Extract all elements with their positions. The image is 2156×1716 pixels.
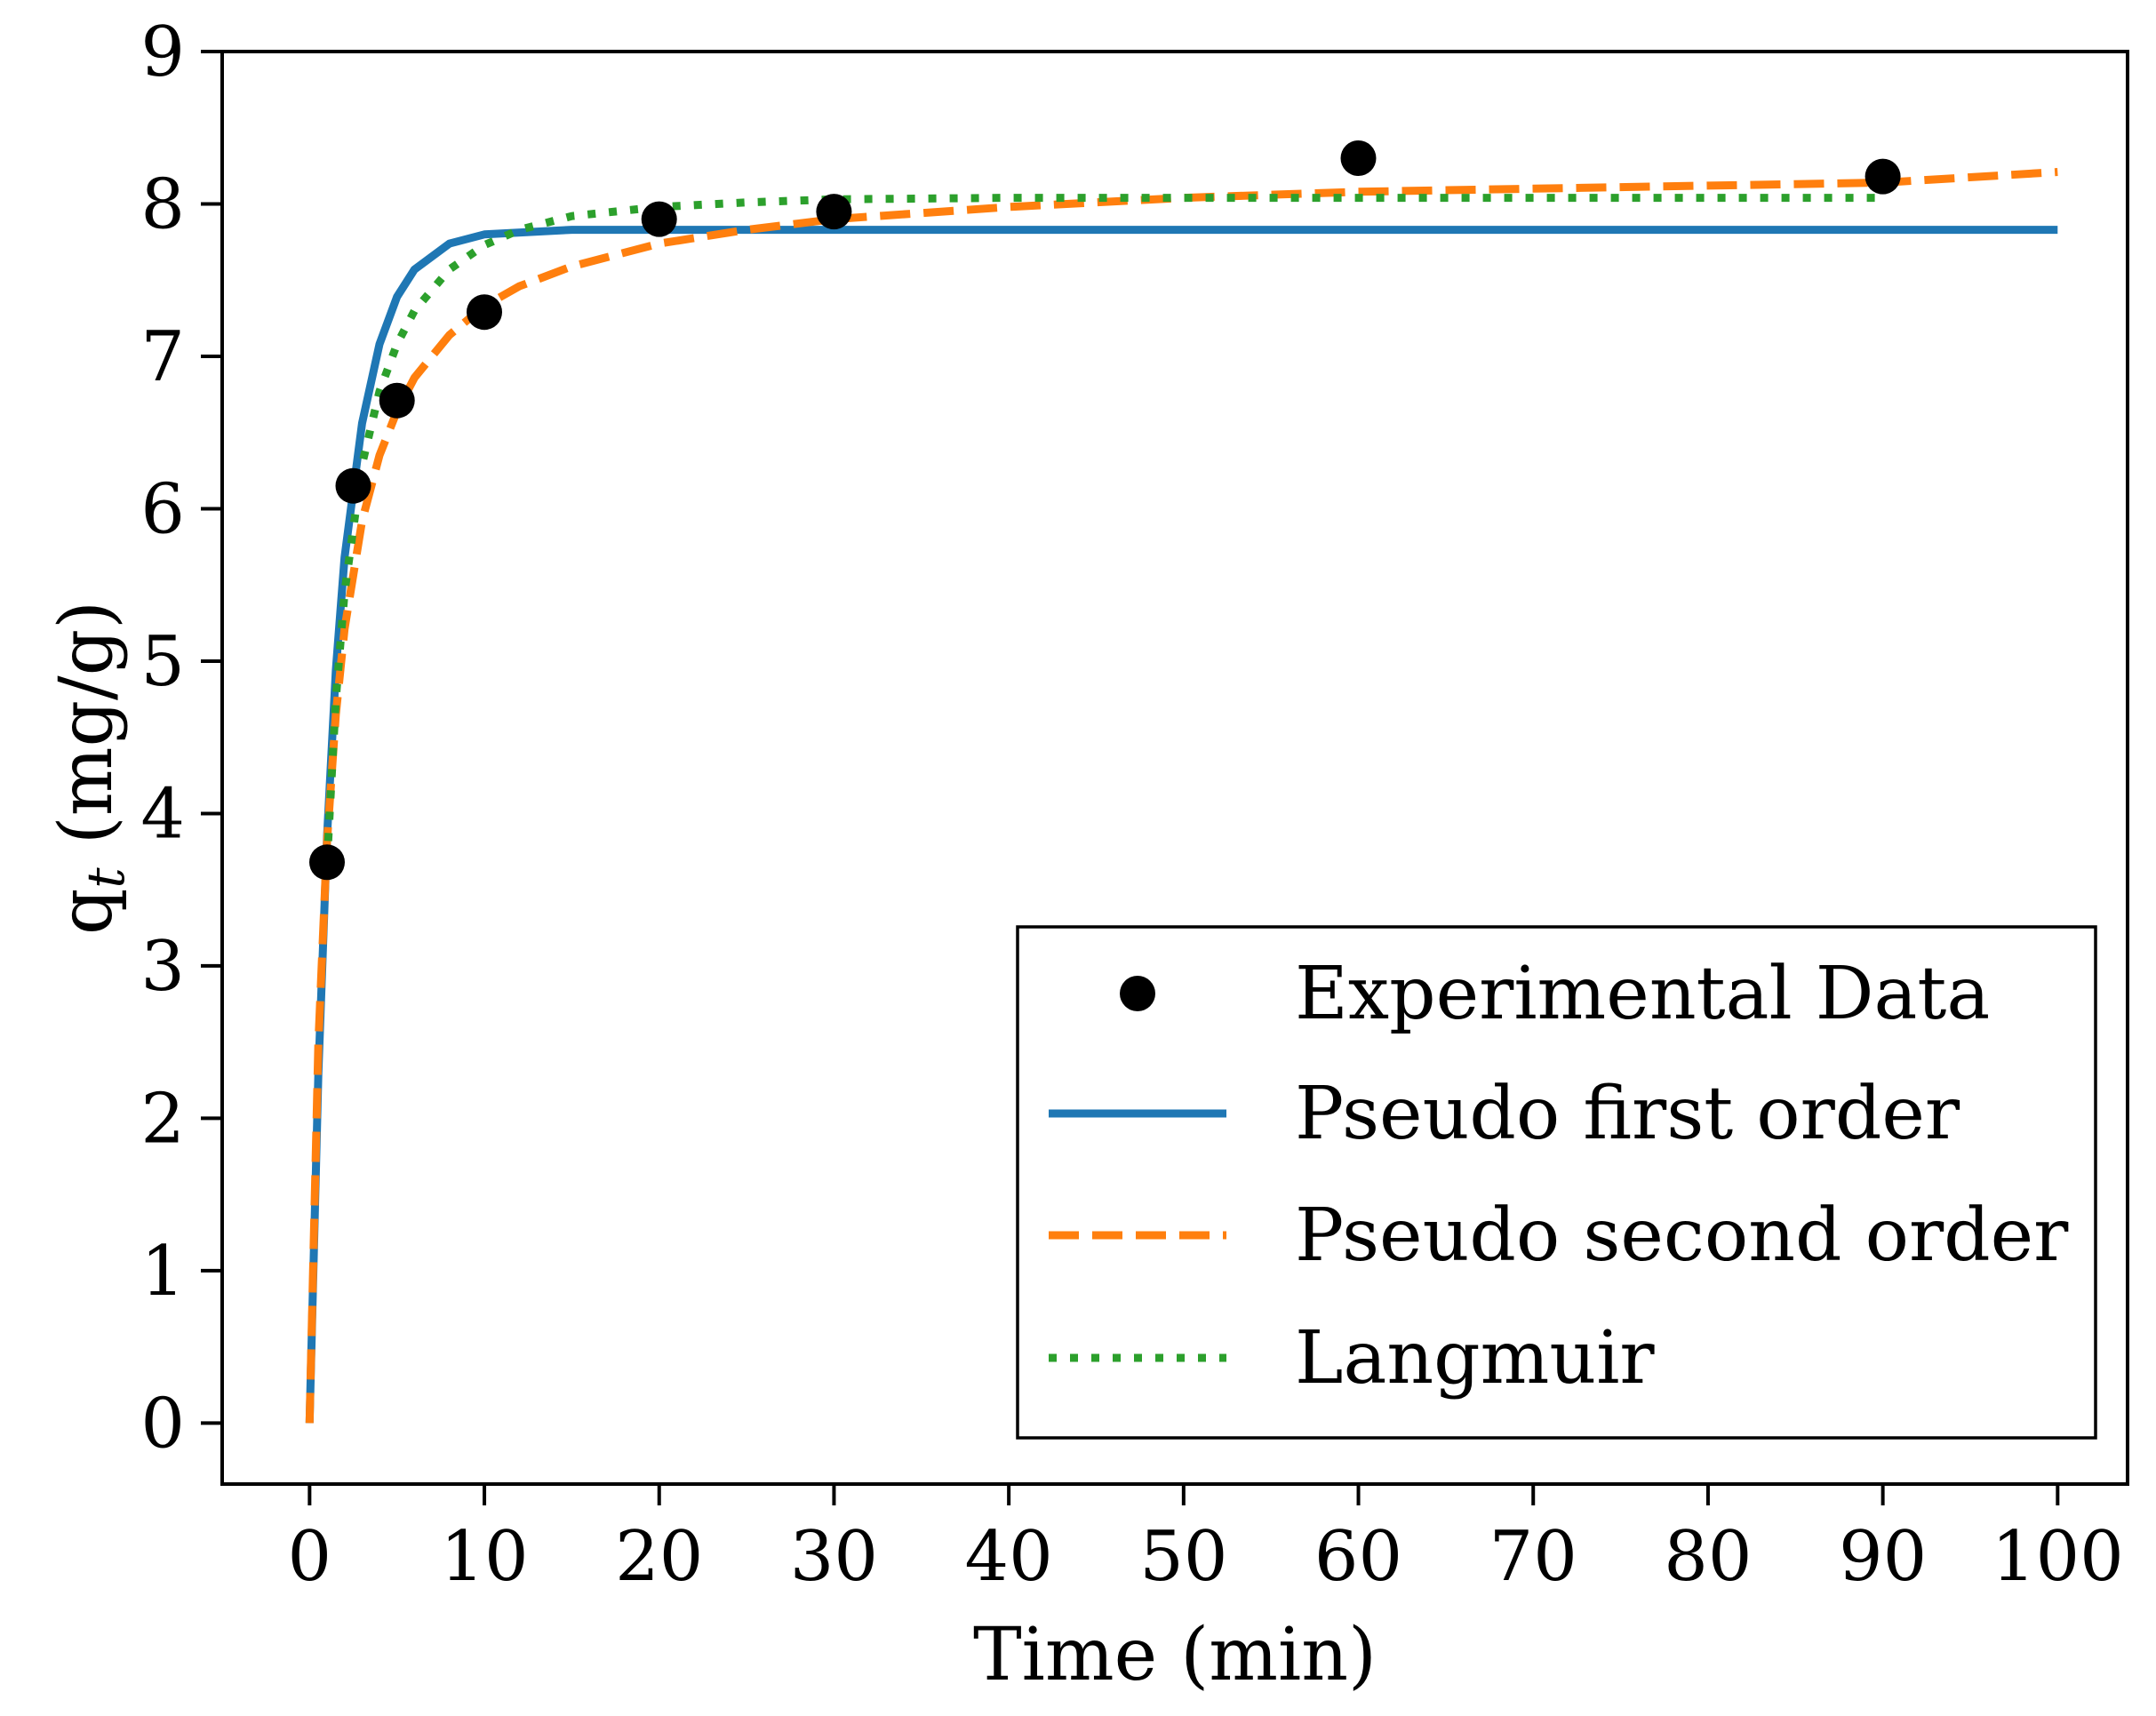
x-tick-label: 10: [440, 1517, 528, 1597]
data-point-experimental-data: [309, 844, 345, 881]
data-point-experimental-data: [1340, 140, 1377, 176]
legend: Experimental Data Pseudo first order Pse…: [1016, 925, 2097, 1440]
legend-label-pseudo-second-order: Pseudo second order: [1295, 1193, 2069, 1278]
y-tick-label: 1: [140, 1232, 185, 1312]
legend-box: [1016, 925, 2097, 1440]
x-tick-label: 20: [615, 1517, 703, 1597]
x-axis: 0 10 20 30 40 50 60 70 80 90 100: [288, 1484, 2124, 1597]
series-line-pseudo-second-order: [305, 168, 2058, 1424]
x-tick-label: 0: [288, 1517, 332, 1597]
legend-label-experimental-data: Experimental Data: [1295, 952, 1990, 1036]
data-point-experimental-data: [1865, 158, 1901, 195]
x-tick-label: 60: [1314, 1517, 1402, 1597]
y-axis-label-subscript: t: [76, 867, 136, 889]
series-line-langmuir: [323, 194, 1883, 863]
legend-label-pseudo-first-order: Pseudo first order: [1295, 1072, 1960, 1156]
legend-marker-experimental-data: [1120, 976, 1155, 1011]
legend-label-langmuir: Langmuir: [1295, 1316, 1655, 1401]
y-tick-label: 6: [140, 469, 185, 549]
data-point-experimental-data: [816, 194, 852, 230]
y-axis-label-main: q: [44, 889, 129, 936]
plot-frame: [220, 50, 2129, 1486]
y-axis-label: qt (mg/g): [44, 601, 136, 935]
y-tick-label: 7: [140, 317, 185, 397]
series-layer: [305, 140, 2058, 1424]
y-tick-label: 2: [140, 1079, 185, 1159]
x-tick-label: 70: [1489, 1517, 1577, 1597]
x-tick-label: 80: [1664, 1517, 1752, 1597]
y-axis-label-unit: (mg/g): [44, 601, 129, 867]
data-point-experimental-data: [467, 294, 502, 331]
x-tick-label: 100: [1992, 1517, 2124, 1597]
data-point-experimental-data: [335, 467, 371, 504]
y-tick-label: 8: [140, 164, 185, 244]
x-tick-label: 30: [790, 1517, 878, 1597]
x-axis-label: Time (min): [973, 1613, 1377, 1697]
y-tick-label: 0: [140, 1384, 185, 1464]
y-tick-label: 5: [140, 622, 185, 702]
y-axis: 0 1 2 3 4 5 6 7 8 9: [140, 12, 222, 1464]
x-tick-label: 50: [1139, 1517, 1227, 1597]
data-point-experimental-data: [641, 201, 677, 237]
data-point-experimental-data: [379, 382, 415, 419]
y-tick-label: 9: [140, 12, 185, 92]
y-tick-label: 4: [140, 774, 185, 854]
y-tick-label: 3: [140, 927, 185, 1007]
x-tick-label: 90: [1839, 1517, 1927, 1597]
x-tick-label: 40: [965, 1517, 1053, 1597]
